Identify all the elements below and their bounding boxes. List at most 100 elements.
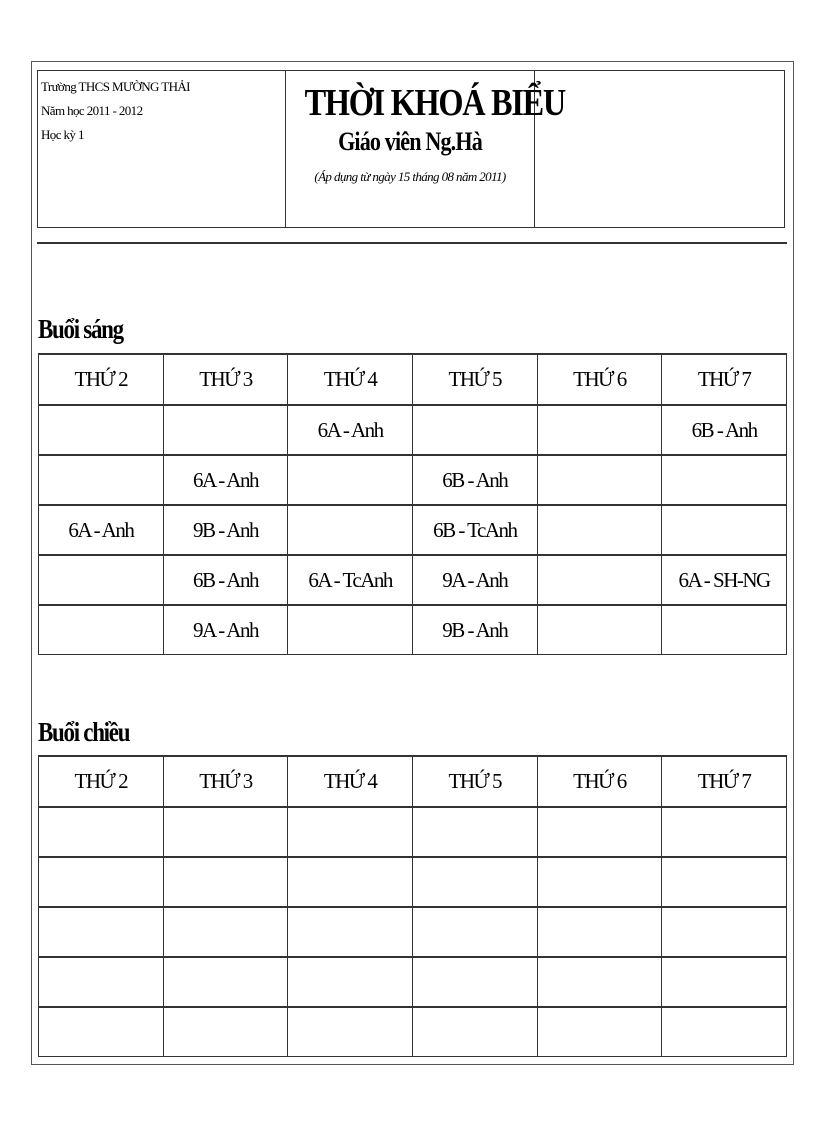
lesson-cell [411,956,538,1008]
lesson-cell [287,504,413,556]
lesson-cell [536,504,663,556]
day-header: THỨ 7 [661,755,787,808]
day-header: THỨ 2 [38,353,164,406]
table-row: 6B - Anh 6A - TcAnh 9A - Anh 6A - SH-NG [38,554,787,606]
lesson-cell: 9A - Anh [162,604,289,655]
lesson-cell [536,956,663,1008]
table-row [38,856,787,908]
lesson-cell [38,1006,164,1057]
lesson-cell [287,454,413,506]
lesson-cell [411,1006,538,1057]
lesson-cell: 9B - Anh [162,504,289,556]
lesson-cell [661,906,787,958]
header-row: THỨ 2 THỨ 3 THỨ 4 THỨ 5 THỨ 6 THỨ 7 [38,353,787,406]
table-row: 6A - Anh 9B - Anh 6B - TcAnh [38,504,787,556]
table-row: 6A - Anh 6B - Anh [38,454,787,506]
divider [37,242,787,244]
lesson-cell [536,554,663,606]
lesson-cell [411,906,538,958]
lesson-cell [661,1006,787,1057]
lesson-cell [287,856,413,908]
lesson-cell: 6A - SH-NG [661,554,787,606]
lesson-cell [536,806,663,858]
school-year: Năm học 2011 - 2012 [41,103,143,118]
lesson-cell [38,806,164,858]
lesson-cell [536,604,663,655]
lesson-cell [38,604,164,655]
lesson-cell [38,856,164,908]
lesson-cell [536,1006,663,1057]
lesson-cell: 9A - Anh [411,554,538,606]
table-row: 6A - Anh 6B - Anh [38,404,787,456]
lesson-cell: 6B - Anh [411,454,538,506]
page-border [31,61,794,1065]
morning-label: Buổi sáng [38,314,124,344]
lesson-cell [38,404,164,456]
lesson-cell [536,454,663,506]
school-info: Trường THCS MƯỜNG THẢI Năm học 2011 - 20… [38,71,286,227]
lesson-cell [287,1006,413,1057]
lesson-cell [536,856,663,908]
lesson-cell: 6A - Anh [38,504,164,556]
table-row [38,806,787,858]
morning-timetable: THỨ 2 THỨ 3 THỨ 4 THỨ 5 THỨ 6 THỨ 7 6A - Anh 6B… [38,353,787,655]
lesson-cell [411,806,538,858]
lesson-cell [411,856,538,908]
effective-date: (Áp dụng từ ngày 15 tháng 08 năm 2011) [314,169,506,184]
lesson-cell [661,454,787,506]
lesson-cell [287,806,413,858]
day-header: THỨ 5 [411,755,538,808]
lesson-cell [536,404,663,456]
lesson-cell [661,806,787,858]
lesson-cell [661,504,787,556]
lesson-cell [287,604,413,655]
lesson-cell: 6B - Anh [661,404,787,456]
school-term: Học kỳ 1 [41,127,84,142]
header-blank-cell [535,71,784,227]
document-header: Trường THCS MƯỜNG THẢI Năm học 2011 - 20… [37,70,785,228]
lesson-cell [162,806,289,858]
lesson-cell [162,856,289,908]
lesson-cell [411,404,538,456]
lesson-cell: 6B - TcAnh [411,504,538,556]
header-row: THỨ 2 THỨ 3 THỨ 4 THỨ 5 THỨ 6 THỨ 7 [38,755,787,808]
day-header: THỨ 6 [536,755,663,808]
lesson-cell [661,856,787,908]
day-header: THỨ 5 [411,353,538,406]
day-header: THỨ 3 [162,353,289,406]
lesson-cell: 6B - Anh [162,554,289,606]
document-title: THỜI KHOÁ BIỂU [304,82,567,124]
day-header: THỨ 6 [536,353,663,406]
table-row: 9A - Anh 9B - Anh [38,604,787,655]
afternoon-timetable: THỨ 2 THỨ 3 THỨ 4 THỨ 5 THỨ 6 THỨ 7 [38,755,787,1057]
day-header: THỨ 4 [287,755,413,808]
school-name: Trường THCS MƯỜNG THẢI [41,79,191,94]
lesson-cell [287,956,413,1008]
lesson-cell [661,956,787,1008]
lesson-cell [38,454,164,506]
lesson-cell [536,906,663,958]
lesson-cell [38,956,164,1008]
lesson-cell [38,906,164,958]
lesson-cell [162,956,289,1008]
table-row [38,956,787,1008]
day-header: THỨ 3 [162,755,289,808]
lesson-cell: 6A - TcAnh [287,554,413,606]
lesson-cell [162,906,289,958]
afternoon-label: Buổi chiều [38,717,130,747]
day-header: THỨ 2 [38,755,164,808]
table-row [38,1006,787,1057]
table-row [38,906,787,958]
teacher-name: Giáo viên Ng.Hà [338,127,483,156]
lesson-cell: 6A - Anh [162,454,289,506]
lesson-cell [287,906,413,958]
lesson-cell [38,554,164,606]
lesson-cell [661,604,787,655]
day-header: THỨ 7 [661,353,787,406]
lesson-cell [162,404,289,456]
title-block: THỜI KHOÁ BIỂU Giáo viên Ng.Hà (Áp dụng … [286,71,567,227]
day-header: THỨ 4 [287,353,413,406]
lesson-cell: 6A - Anh [287,404,413,456]
lesson-cell: 9B - Anh [411,604,538,655]
lesson-cell [162,1006,289,1057]
